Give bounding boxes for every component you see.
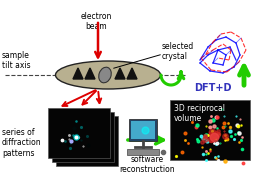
Polygon shape (85, 68, 95, 79)
Bar (129, 119, 157, 141)
Polygon shape (115, 68, 125, 79)
Ellipse shape (56, 61, 161, 89)
Text: software
reconstruction: software reconstruction (119, 155, 175, 174)
Text: electron
beam: electron beam (80, 12, 112, 31)
Bar (131, 121, 155, 139)
Text: selected
crystal: selected crystal (162, 42, 194, 61)
Text: sample
tilt axis: sample tilt axis (2, 51, 31, 70)
Polygon shape (73, 68, 83, 79)
Bar (52, 112, 114, 162)
Text: series of
diffraction
patterns: series of diffraction patterns (2, 128, 42, 158)
Bar (127, 149, 159, 155)
Bar (170, 100, 250, 160)
Ellipse shape (99, 67, 111, 83)
Polygon shape (127, 68, 137, 79)
Text: DFT+D: DFT+D (194, 83, 232, 93)
Text: 3D reciprocal
volume: 3D reciprocal volume (174, 104, 225, 123)
Bar (56, 116, 118, 166)
Bar (48, 108, 110, 158)
